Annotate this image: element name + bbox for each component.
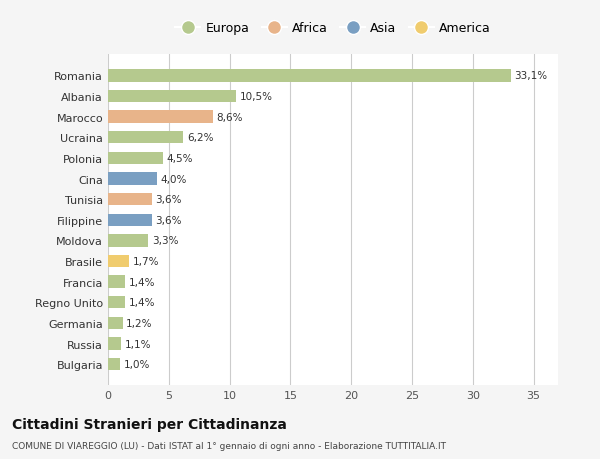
Bar (108, 338, 121, 350)
Bar (108, 70, 511, 83)
Bar (108, 297, 125, 309)
Text: 1,4%: 1,4% (128, 277, 155, 287)
Bar (108, 235, 148, 247)
Bar (108, 132, 184, 144)
Text: 33,1%: 33,1% (514, 71, 547, 81)
Bar (108, 173, 157, 185)
Text: 10,5%: 10,5% (239, 92, 272, 102)
Bar (108, 111, 212, 123)
Bar (108, 317, 122, 330)
Bar (108, 214, 152, 226)
Text: 8,6%: 8,6% (216, 112, 243, 123)
Bar (108, 194, 152, 206)
Text: 4,5%: 4,5% (166, 154, 193, 163)
Text: Cittadini Stranieri per Cittadinanza: Cittadini Stranieri per Cittadinanza (12, 418, 287, 431)
Text: 3,6%: 3,6% (155, 195, 182, 205)
Text: 1,7%: 1,7% (133, 257, 159, 267)
Text: 1,2%: 1,2% (126, 318, 153, 328)
Bar (108, 91, 236, 103)
Bar (108, 358, 120, 370)
Bar (108, 152, 163, 165)
Text: 3,3%: 3,3% (152, 236, 178, 246)
Text: 1,0%: 1,0% (124, 359, 150, 369)
Text: 1,1%: 1,1% (125, 339, 152, 349)
Text: 6,2%: 6,2% (187, 133, 214, 143)
Text: 3,6%: 3,6% (155, 215, 182, 225)
Text: COMUNE DI VIAREGGIO (LU) - Dati ISTAT al 1° gennaio di ogni anno - Elaborazione : COMUNE DI VIAREGGIO (LU) - Dati ISTAT al… (12, 441, 446, 450)
Text: 1,4%: 1,4% (128, 297, 155, 308)
Bar (108, 255, 128, 268)
Bar (108, 276, 125, 288)
Legend: Europa, Africa, Asia, America: Europa, Africa, Asia, America (172, 18, 494, 39)
Text: 4,0%: 4,0% (160, 174, 187, 184)
